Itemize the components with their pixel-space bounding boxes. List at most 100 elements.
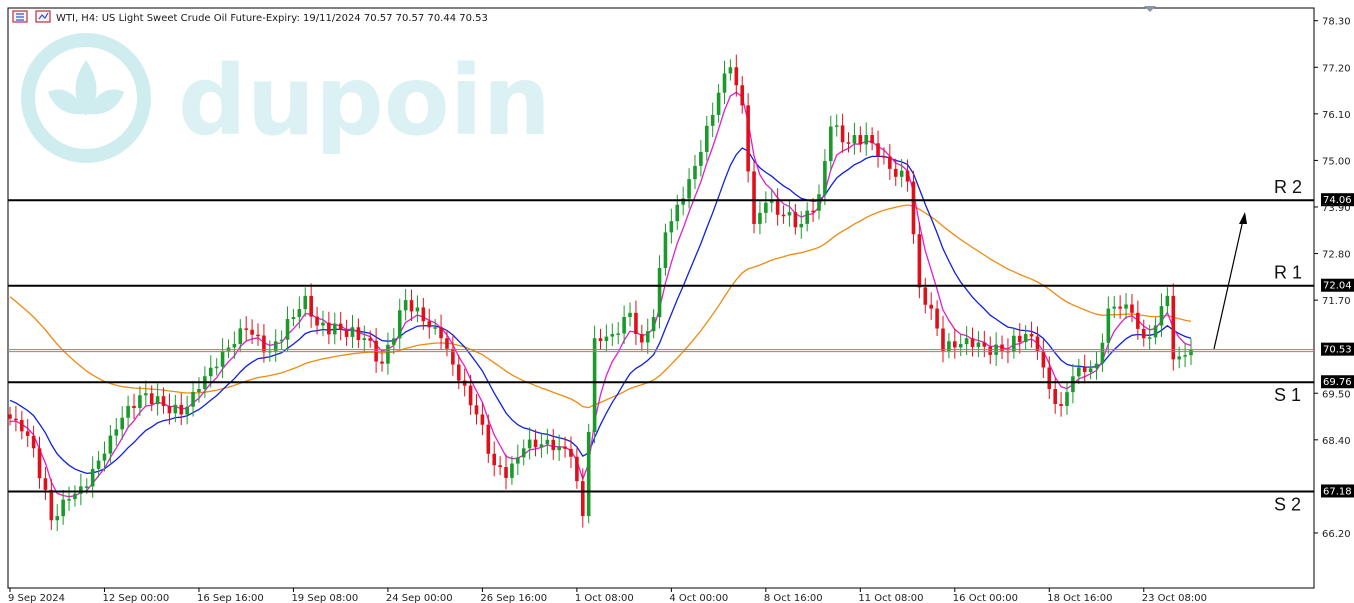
candle-body bbox=[138, 395, 142, 408]
y-tick-label: 66.20 bbox=[1322, 529, 1351, 540]
x-tick-label: 12 Sep 00:00 bbox=[102, 593, 169, 603]
candle-body bbox=[1059, 404, 1063, 406]
candle-body bbox=[173, 404, 178, 414]
candle-body bbox=[533, 439, 538, 448]
candle-body bbox=[114, 429, 119, 436]
x-tick-label: 24 Sep 00:00 bbox=[386, 593, 453, 603]
level-name: R 1 bbox=[1274, 263, 1302, 283]
candle-body bbox=[1082, 367, 1087, 373]
level-name: S 1 bbox=[1274, 385, 1301, 405]
candle-body bbox=[970, 338, 975, 347]
candle-body bbox=[37, 448, 42, 479]
ma-slow-line bbox=[9, 204, 1192, 409]
current-price-badge bbox=[1321, 342, 1354, 356]
candle-body bbox=[504, 467, 508, 478]
candle-body bbox=[1094, 363, 1099, 369]
candle-body bbox=[905, 170, 910, 182]
candle-body bbox=[433, 327, 437, 329]
candle-body bbox=[356, 327, 361, 340]
candle-body bbox=[704, 125, 709, 152]
candle-body bbox=[1130, 304, 1134, 313]
candle-body bbox=[828, 126, 833, 162]
candle-body bbox=[108, 435, 113, 454]
candle-body bbox=[25, 431, 30, 436]
candle-body bbox=[96, 460, 101, 469]
candle-body bbox=[622, 316, 626, 334]
candle-body bbox=[958, 344, 963, 348]
candle-body bbox=[415, 307, 420, 312]
candle-body bbox=[563, 446, 567, 449]
x-tick-label: 4 Oct 00:00 bbox=[669, 593, 728, 603]
candle-body bbox=[250, 329, 254, 335]
candle-body bbox=[1017, 335, 1022, 343]
candle-body bbox=[332, 323, 337, 335]
watermark-text: dupoin bbox=[178, 45, 551, 157]
x-tick-label: 8 Oct 16:00 bbox=[764, 593, 823, 603]
candle-body bbox=[575, 456, 579, 482]
candle-body bbox=[551, 439, 556, 451]
candle-body bbox=[208, 367, 213, 377]
projection-arrow bbox=[1213, 212, 1247, 350]
level-name: R 2 bbox=[1274, 177, 1302, 197]
candle-body bbox=[616, 333, 621, 335]
candle-body bbox=[569, 448, 573, 457]
candle-body bbox=[876, 143, 880, 157]
candle-body bbox=[297, 309, 302, 318]
y-tick-label: 77.20 bbox=[1322, 63, 1351, 74]
candle-body bbox=[1112, 306, 1117, 309]
candle-body bbox=[1183, 355, 1187, 357]
candle-body bbox=[864, 135, 869, 145]
candle-body bbox=[545, 439, 550, 445]
candle-body bbox=[634, 312, 638, 335]
candle-body bbox=[982, 342, 987, 347]
candle-body bbox=[882, 156, 886, 158]
candle-body bbox=[604, 336, 609, 341]
candle-body bbox=[598, 338, 603, 341]
candle-body bbox=[1035, 336, 1040, 351]
y-tick-label: 68.40 bbox=[1322, 436, 1351, 447]
candle-body bbox=[675, 204, 680, 222]
candle-body bbox=[947, 341, 951, 351]
y-tick-label: 78.30 bbox=[1322, 17, 1351, 28]
candle-body bbox=[492, 453, 497, 466]
candle-body bbox=[321, 322, 325, 326]
candle-body bbox=[858, 135, 863, 145]
candle-body bbox=[663, 232, 668, 268]
ma-fast-line bbox=[9, 91, 1192, 498]
candle-body bbox=[1012, 335, 1016, 352]
candle-body bbox=[781, 214, 786, 217]
candle-body bbox=[988, 346, 993, 355]
candle-body bbox=[309, 295, 313, 317]
level-price-badge bbox=[1321, 278, 1354, 292]
candle-body bbox=[1189, 349, 1193, 356]
level-price-badge bbox=[1321, 375, 1354, 389]
level-price-label: 72.04 bbox=[1323, 281, 1352, 292]
candle-body bbox=[8, 414, 12, 419]
candle-body bbox=[409, 300, 414, 312]
current-price-label: 70.53 bbox=[1323, 345, 1352, 356]
candle-body bbox=[1077, 367, 1081, 377]
candle-body bbox=[669, 221, 674, 233]
candle-body bbox=[338, 323, 343, 330]
candle-body bbox=[557, 446, 561, 451]
candle-body bbox=[917, 234, 922, 288]
candle-body bbox=[1136, 312, 1140, 329]
x-tick-label: 23 Oct 08:00 bbox=[1142, 593, 1207, 603]
candle-body bbox=[161, 396, 166, 406]
ma-fast-layer bbox=[9, 91, 1192, 498]
candle-body bbox=[1071, 376, 1075, 393]
candle-body bbox=[640, 334, 644, 343]
candle-body bbox=[539, 444, 544, 448]
candle-body bbox=[976, 342, 981, 347]
candle-body bbox=[197, 389, 201, 392]
ma-mid-line bbox=[9, 147, 1192, 475]
candle-body bbox=[870, 135, 874, 144]
candle-body bbox=[1053, 389, 1057, 405]
candle-body bbox=[935, 308, 939, 329]
candle-body bbox=[191, 391, 195, 407]
candle-body bbox=[752, 171, 756, 224]
candle-body bbox=[929, 304, 933, 309]
candle-body bbox=[787, 212, 792, 216]
candle-body bbox=[1165, 295, 1170, 307]
candle-body bbox=[746, 105, 750, 172]
